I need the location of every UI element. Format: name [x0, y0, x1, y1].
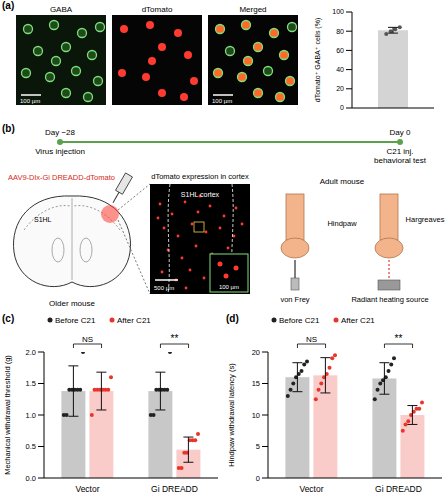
html-text:Merged: Merged	[239, 5, 267, 14]
svg-text:500 µm: 500 µm	[154, 285, 174, 291]
html-text:GABA: GABA	[49, 5, 73, 14]
svg-text:(b): (b)	[8, 123, 15, 134]
svg-text:40: 40	[336, 66, 344, 73]
svg-text:Gi DREADD: Gi DREADD	[151, 484, 198, 494]
svg-text:80: 80	[336, 28, 344, 35]
svg-text:Vector: Vector	[299, 484, 323, 494]
svg-text:100 µm: 100 µm	[20, 98, 40, 104]
svg-text:After C21: After C21	[117, 316, 151, 325]
svg-text:S1HL cortex: S1HL cortex	[181, 191, 220, 198]
svg-text:NS: NS	[82, 335, 93, 344]
svg-text:After C21: After C21	[341, 316, 375, 325]
svg-text:100 µm: 100 µm	[212, 98, 232, 104]
svg-text:NS: NS	[306, 335, 317, 344]
svg-text:100 µm: 100 µm	[219, 284, 239, 290]
svg-text:Mechanical withdrawal threshol: Mechanical withdrawal threshold (g)	[8, 355, 12, 475]
svg-text:Radiant heating source: Radiant heating source	[351, 295, 428, 304]
svg-text:von Frey: von Frey	[280, 295, 309, 304]
svg-text:Vector: Vector	[75, 484, 99, 494]
svg-text:(d): (d)	[226, 313, 239, 324]
svg-text:Adult mouse: Adult mouse	[320, 177, 365, 186]
svg-text:0: 0	[256, 474, 260, 483]
svg-text:Gi DREADD: Gi DREADD	[375, 484, 422, 494]
svg-text:**: **	[395, 333, 403, 344]
svg-text:Day −28: Day −28	[45, 128, 76, 137]
svg-text:10: 10	[252, 411, 260, 420]
svg-text:60: 60	[336, 47, 344, 54]
svg-text:Hindpaw withdrawal latency (s): Hindpaw withdrawal latency (s)	[227, 363, 236, 467]
svg-text:Before C21: Before C21	[55, 316, 96, 325]
svg-text:2.0: 2.0	[26, 348, 36, 357]
svg-text:Older mouse: Older mouse	[49, 299, 95, 308]
html-text:dTomato: dTomato	[141, 5, 173, 14]
svg-text:5: 5	[256, 442, 260, 451]
svg-text:0: 0	[340, 104, 344, 111]
svg-text:20: 20	[252, 348, 260, 357]
svg-text:behavioral test: behavioral test	[374, 156, 427, 165]
svg-text:1.0: 1.0	[26, 411, 36, 420]
svg-text:Before C21: Before C21	[279, 316, 320, 325]
svg-text:15: 15	[252, 379, 260, 388]
svg-text:AAV9-Dlx-Gi DREADD-dTomato: AAV9-Dlx-Gi DREADD-dTomato	[8, 173, 115, 182]
svg-text:0.0: 0.0	[26, 474, 36, 483]
svg-text:20: 20	[336, 85, 344, 92]
svg-text:dTomato⁺ GABA⁺ cells (%): dTomato⁺ GABA⁺ cells (%)	[314, 18, 322, 102]
svg-text:(c): (c)	[8, 313, 14, 324]
svg-text:S1HL: S1HL	[34, 216, 52, 223]
svg-text:C21 inj.: C21 inj.	[386, 147, 413, 156]
svg-text:1.5: 1.5	[26, 379, 36, 388]
svg-text:0.5: 0.5	[26, 442, 36, 451]
svg-text:100: 100	[332, 8, 344, 15]
html-text:(a): (a)	[2, 0, 15, 11]
svg-text:Day 0: Day 0	[390, 128, 411, 137]
svg-text:**: **	[171, 333, 179, 344]
svg-text:dTomato expression in cortex: dTomato expression in cortex	[151, 172, 249, 181]
svg-text:Hindpaw: Hindpaw	[327, 219, 357, 228]
svg-text:Virus injection: Virus injection	[35, 147, 85, 156]
svg-text:Hargreaves: Hargreaves	[406, 215, 440, 224]
